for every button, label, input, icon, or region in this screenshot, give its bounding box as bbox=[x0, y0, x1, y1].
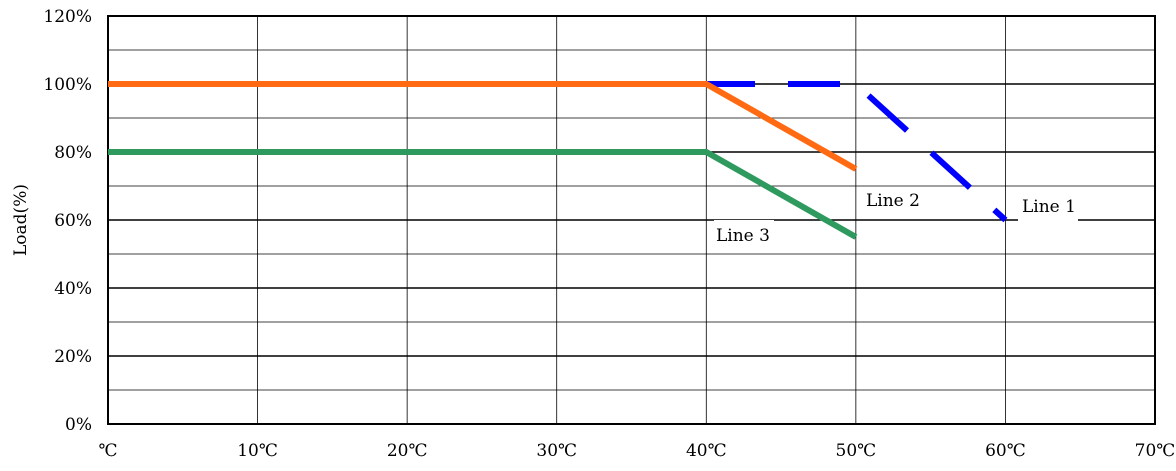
series-line bbox=[108, 81, 858, 172]
x-tick-label: 30℃ bbox=[536, 441, 577, 461]
y-tick-label: 100% bbox=[43, 75, 92, 95]
y-tick-label: 20% bbox=[54, 347, 92, 367]
y-tick-label: 120% bbox=[43, 7, 92, 27]
y-axis-label: Load(%) bbox=[11, 184, 31, 256]
y-tick-label: 0% bbox=[65, 415, 92, 435]
x-tick-label: 10℃ bbox=[237, 441, 278, 461]
annotation-label: Line 2 bbox=[866, 191, 920, 211]
x-tick-label: 50℃ bbox=[836, 441, 877, 461]
y-tick-label: 60% bbox=[54, 211, 92, 231]
x-tick-label: ℃ bbox=[98, 441, 117, 461]
x-tick-label: 60℃ bbox=[985, 441, 1026, 461]
annotation-box bbox=[714, 220, 774, 250]
annotation-label: Line 1 bbox=[1022, 197, 1076, 217]
annotation-box bbox=[861, 187, 921, 217]
x-tick-label: 40℃ bbox=[686, 441, 727, 461]
x-tick-label: 70℃ bbox=[1135, 441, 1176, 461]
plot-frame bbox=[107, 15, 1156, 425]
x-tick-label: 20℃ bbox=[387, 441, 428, 461]
y-tick-label: 40% bbox=[54, 279, 92, 299]
y-tick-label: 80% bbox=[54, 143, 92, 163]
annotation-label: Line 3 bbox=[716, 226, 770, 246]
series-line bbox=[108, 149, 858, 240]
annotation-box bbox=[1018, 196, 1078, 236]
